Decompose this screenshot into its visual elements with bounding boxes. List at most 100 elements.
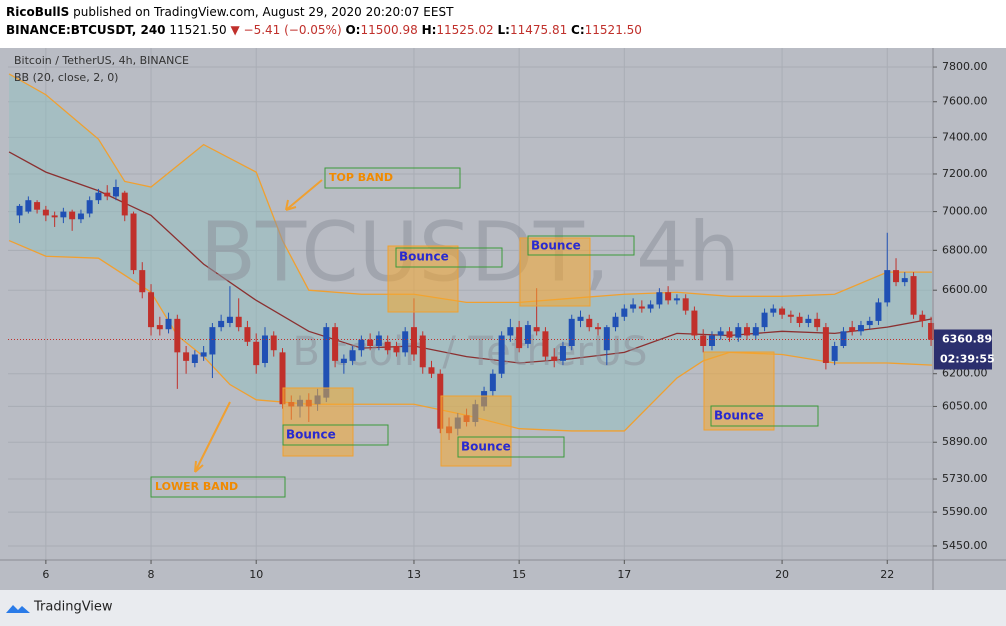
axes: 7800.00 7600.00 7400.00 7200.00 7000.00 6800.… bbox=[8, 60, 995, 581]
y-tick-label: 7200.00 bbox=[942, 167, 988, 180]
candle-body bbox=[218, 320, 225, 328]
candle-body bbox=[130, 213, 137, 271]
candle-body bbox=[708, 335, 715, 347]
y-tick-label: 6800.00 bbox=[942, 243, 988, 256]
y-tick-label: 5730.00 bbox=[942, 472, 988, 485]
candle-body bbox=[60, 211, 67, 218]
candle-body bbox=[253, 341, 260, 366]
candle-body bbox=[261, 335, 268, 363]
annotation: Bounce bbox=[531, 239, 581, 253]
candle-body bbox=[717, 331, 724, 336]
bounce-zone bbox=[519, 237, 591, 307]
published: published on TradingView.com, August 29,… bbox=[73, 5, 454, 19]
y-tick-label: 5890.00 bbox=[942, 435, 988, 448]
header-bg bbox=[0, 0, 1006, 48]
h-label: H: bbox=[422, 23, 437, 37]
candle-body bbox=[682, 298, 689, 311]
indicator-label: BB (20, close, 2, 0) bbox=[14, 71, 118, 84]
candle-body bbox=[156, 325, 163, 330]
last: 11521.50 bbox=[169, 23, 226, 37]
candle-body bbox=[489, 373, 496, 392]
candle-body bbox=[840, 331, 847, 347]
candle-body bbox=[857, 325, 864, 332]
candle-body bbox=[761, 312, 768, 328]
candle-body bbox=[139, 270, 146, 293]
candle-body bbox=[77, 213, 84, 220]
label-box bbox=[324, 167, 461, 189]
candle-body bbox=[507, 327, 514, 336]
o-label: O: bbox=[345, 23, 360, 37]
candle-body bbox=[174, 318, 181, 353]
y-tick-label: 7400.00 bbox=[942, 130, 988, 143]
header-line1: RicoBullS published on TradingView.com, … bbox=[6, 5, 454, 19]
c-value: 11521.50 bbox=[585, 23, 642, 37]
candle-body bbox=[235, 316, 242, 328]
candle-body bbox=[200, 352, 207, 357]
h-value: 11525.02 bbox=[436, 23, 493, 37]
candle-body bbox=[744, 327, 751, 336]
y-tick-label: 7800.00 bbox=[942, 60, 988, 73]
candle-body bbox=[700, 335, 707, 347]
last-price-box bbox=[934, 329, 992, 350]
chart-title: Bitcoin / TetherUS, 4h, BINANCE bbox=[14, 54, 189, 67]
l-label: L: bbox=[498, 23, 510, 37]
candle-body bbox=[384, 341, 391, 351]
header-line2: BINANCE:BTCUSDT, 240 11521.50 ▼ −5.41 (−… bbox=[6, 23, 642, 37]
candle-body bbox=[805, 318, 812, 323]
candle-body bbox=[831, 346, 838, 361]
candle-body bbox=[901, 278, 908, 283]
candle-body bbox=[603, 327, 610, 351]
label-box bbox=[282, 424, 389, 446]
candle-body bbox=[402, 331, 409, 353]
candle-body bbox=[358, 339, 365, 351]
candle-body bbox=[410, 327, 417, 355]
bounce-zone bbox=[282, 387, 354, 457]
y-tick-label: 6200.00 bbox=[942, 367, 988, 380]
candle-body bbox=[673, 298, 680, 301]
candle-body bbox=[367, 339, 374, 347]
candle-body bbox=[69, 211, 76, 220]
candle-body bbox=[349, 350, 356, 361]
candle-body bbox=[419, 335, 426, 368]
candle-body bbox=[542, 331, 549, 357]
bounce-zone bbox=[440, 395, 512, 467]
last-price-label: 6360.89 bbox=[942, 332, 992, 345]
candle-body bbox=[665, 292, 672, 301]
label-box bbox=[527, 235, 635, 256]
candle-body bbox=[524, 325, 531, 344]
y-tick-label: 7000.00 bbox=[942, 205, 988, 218]
candle-body bbox=[551, 356, 558, 361]
change: ▼ −5.41 (−0.05%) bbox=[230, 23, 341, 37]
candle-body bbox=[910, 276, 917, 315]
candle-body bbox=[621, 308, 628, 317]
candle-body bbox=[323, 327, 330, 398]
candle-body bbox=[638, 306, 645, 309]
bounce-zone bbox=[387, 245, 459, 313]
candle-body bbox=[770, 308, 777, 313]
candle-body bbox=[95, 192, 102, 201]
annotation: Bounce bbox=[286, 428, 336, 442]
candle-body bbox=[498, 335, 505, 374]
candle-body bbox=[104, 192, 111, 197]
label-box bbox=[457, 436, 565, 458]
candle-body bbox=[586, 318, 593, 328]
footer-bg bbox=[0, 590, 1006, 626]
x-tick-label: 22 bbox=[880, 568, 894, 581]
candle-body bbox=[595, 327, 602, 330]
candle-body bbox=[226, 316, 233, 323]
candle-body bbox=[875, 302, 882, 321]
annotation: Bounce bbox=[714, 409, 764, 423]
candle-body bbox=[332, 327, 339, 361]
candle-body bbox=[612, 316, 619, 328]
symbol: BINANCE:BTCUSDT, 240 bbox=[6, 23, 166, 37]
x-tick-label: 10 bbox=[249, 568, 263, 581]
annotation: TOP BAND bbox=[329, 171, 393, 184]
brand: TradingView bbox=[33, 600, 113, 615]
y-tick-label: 6600.00 bbox=[942, 283, 988, 296]
x-tick-label: 8 bbox=[148, 568, 155, 581]
annotation: Bounce bbox=[399, 250, 449, 264]
candle-body bbox=[279, 352, 286, 405]
candle-body bbox=[726, 331, 733, 338]
